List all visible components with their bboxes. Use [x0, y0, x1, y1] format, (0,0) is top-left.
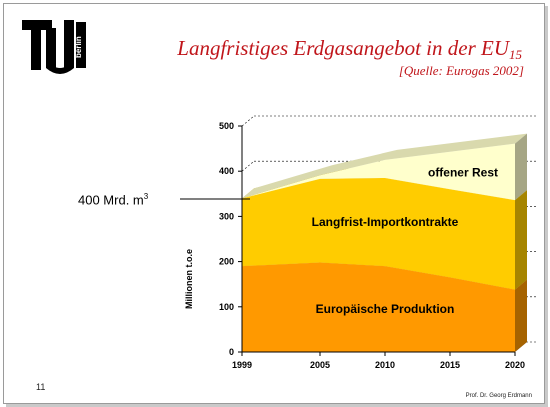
y-tick-label-500: 500: [219, 121, 234, 131]
y-tick-label-400: 400: [219, 166, 234, 176]
area-0: [242, 262, 515, 352]
x-tick-label-2005: 2005: [310, 360, 330, 370]
x-tick-label-2010: 2010: [375, 360, 395, 370]
gridline-diag-500: [241, 115, 255, 127]
y-tick-label-200: 200: [219, 257, 234, 267]
annotation-label: 400 Mrd. m: [78, 192, 144, 208]
area-side-1: [515, 190, 527, 290]
slide-title-sub: 15: [509, 47, 522, 62]
annotation-sup: 3: [143, 192, 149, 201]
x-tick-label-2015: 2015: [440, 360, 460, 370]
y-axis-label: Millionen t.o.e: [184, 249, 194, 309]
slide-source: [Quelle: Eurogas 2002]: [398, 63, 524, 78]
series-label-1: Langfrist-Importkontrakte: [312, 215, 459, 229]
y-tick-label-100: 100: [219, 302, 234, 312]
logo-u-curve: [46, 60, 74, 74]
area-1: [242, 177, 515, 290]
x-tick-label-1999: 1999: [232, 360, 252, 370]
area-2: [242, 143, 515, 201]
logo-side-bar: [76, 22, 86, 68]
logo-bar-u-left: [46, 28, 56, 68]
slide-title: Langfristiges Erdgasangebot in der EU15: [177, 36, 522, 63]
series-label-2: offener Rest: [428, 165, 498, 179]
area-top-2: [242, 133, 527, 199]
page-number: 11: [36, 382, 46, 392]
logo-bar-t: [31, 20, 41, 70]
area-side-2: [515, 133, 527, 201]
logo-text: berlin: [74, 36, 83, 58]
tu-berlin-logo: berlin: [22, 20, 86, 74]
gridline-diag-400: [241, 160, 255, 172]
x-tick-label-2020: 2020: [505, 360, 525, 370]
y-tick-label-0: 0: [229, 347, 234, 357]
annotation-400: 400 Mrd. m3: [78, 192, 148, 207]
y-tick-label-300: 300: [219, 211, 234, 221]
logo-bar-u-right: [64, 20, 74, 68]
author-footer: Prof. Dr. Georg Erdmann: [465, 393, 532, 399]
series-label-0: Europäische Produktion: [316, 302, 455, 316]
slide-title-main: Langfristiges Erdgasangebot in der EU: [177, 36, 509, 60]
area-side-0: [515, 279, 527, 352]
